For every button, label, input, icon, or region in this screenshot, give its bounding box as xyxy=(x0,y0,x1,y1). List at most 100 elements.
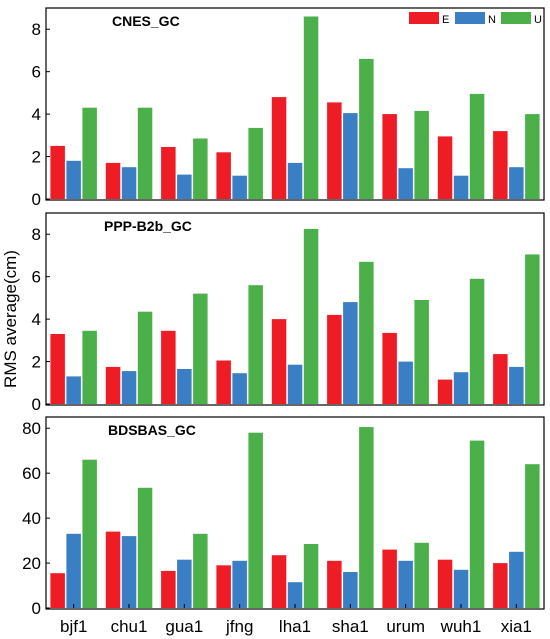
y-tick-label: 60 xyxy=(22,464,41,483)
bar-e-xia1 xyxy=(493,563,508,608)
legend-label-u: U xyxy=(534,14,542,26)
legend-label-e: E xyxy=(442,14,449,26)
bar-e-chu1 xyxy=(105,366,121,404)
bar-n-gua1 xyxy=(177,369,192,404)
bar-u-jfng xyxy=(248,127,263,199)
bar-e-wuh1 xyxy=(437,136,453,199)
bar-u-wuh1 xyxy=(469,93,485,199)
bar-n-lha1 xyxy=(287,364,303,404)
bar-e-bjf1 xyxy=(50,573,65,608)
bar-e-urum xyxy=(382,332,397,404)
bar-e-jfng xyxy=(216,565,231,608)
bar-n-wuh1 xyxy=(453,372,469,404)
y-tick-label: 4 xyxy=(32,310,41,329)
y-tick-label: 8 xyxy=(32,20,41,39)
bar-n-gua1 xyxy=(177,559,192,608)
x-tick-label-gua1: gua1 xyxy=(165,617,203,636)
bar-n-xia1 xyxy=(509,551,524,608)
y-tick-label: 8 xyxy=(32,225,41,244)
x-tick-label-chu1: chu1 xyxy=(111,617,148,636)
bar-e-chu1 xyxy=(105,162,121,199)
bar-u-wuh1 xyxy=(469,278,485,404)
bar-u-xia1 xyxy=(525,254,540,404)
bar-e-xia1 xyxy=(493,131,508,199)
panel-frame xyxy=(45,212,545,406)
bar-e-sha1 xyxy=(327,102,342,199)
bar-u-sha1 xyxy=(359,261,374,404)
legend-swatch-n xyxy=(455,12,485,24)
bar-e-lha1 xyxy=(271,555,287,608)
y-tick-label: 0 xyxy=(32,190,41,209)
y-tick-label: 20 xyxy=(22,554,41,573)
panel-ppp-b2b: PPP-B2b_GC 0 2 4 6 8 xyxy=(32,212,545,414)
x-tick-label-sha1: sha1 xyxy=(332,617,369,636)
bar-e-wuh1 xyxy=(437,379,453,404)
y-tick-label: 6 xyxy=(32,63,41,82)
bar-u-wuh1 xyxy=(469,440,485,608)
x-tick-label-bjf1: bjf1 xyxy=(60,617,87,636)
bar-u-xia1 xyxy=(525,464,540,608)
bar-n-urum xyxy=(398,361,413,404)
panel-frame xyxy=(45,7,545,201)
y-tick-label: 80 xyxy=(22,419,41,438)
x-tick-label-lha1: lha1 xyxy=(279,617,311,636)
panel-title: CNES_GC xyxy=(112,13,180,29)
y-tick-label: 0 xyxy=(32,599,41,618)
bar-n-jfng xyxy=(232,560,247,608)
bar-n-gua1 xyxy=(177,174,192,199)
bar-n-xia1 xyxy=(509,366,524,404)
bar-u-urum xyxy=(414,542,429,608)
bar-u-gua1 xyxy=(193,293,208,404)
bar-u-jfng xyxy=(248,432,263,608)
legend: E N U xyxy=(409,12,542,26)
x-tick-label-urum: urum xyxy=(386,617,425,636)
bar-e-gua1 xyxy=(161,570,176,608)
bar-n-lha1 xyxy=(287,582,303,608)
bar-n-xia1 xyxy=(509,167,524,199)
bar-u-gua1 xyxy=(193,138,208,199)
bar-u-chu1 xyxy=(137,107,153,199)
bar-u-sha1 xyxy=(359,58,374,200)
bar-e-gua1 xyxy=(161,147,176,199)
bar-u-sha1 xyxy=(359,427,374,608)
bar-n-bjf1 xyxy=(66,160,81,199)
x-axis-tick-labels: bjf1 chu1 gua1 jfng lha1 sha1 urum wuh1 xia1 xyxy=(60,604,532,636)
x-tick-label-wuh1: wuh1 xyxy=(440,617,482,636)
bar-n-chu1 xyxy=(121,167,137,199)
y-tick-label: 2 xyxy=(32,148,41,167)
bar-e-lha1 xyxy=(271,319,287,404)
bar-e-urum xyxy=(382,114,397,199)
bar-e-lha1 xyxy=(271,97,287,199)
bar-u-bjf1 xyxy=(82,107,97,199)
y-tick-label: 2 xyxy=(32,353,41,372)
y-tick-label: 6 xyxy=(32,268,41,287)
x-tick-label-jfng: jfng xyxy=(225,617,253,636)
bar-u-bjf1 xyxy=(82,459,97,608)
bar-n-jfng xyxy=(232,175,247,199)
bar-n-sha1 xyxy=(343,572,358,608)
x-tick-label-xia1: xia1 xyxy=(501,617,532,636)
legend-swatch-u xyxy=(501,12,531,24)
bar-n-lha1 xyxy=(287,162,303,199)
y-tick-label: 4 xyxy=(32,105,41,124)
bar-n-urum xyxy=(398,560,413,608)
panel-frame xyxy=(45,416,545,610)
legend-label-n: N xyxy=(488,14,496,26)
bar-e-gua1 xyxy=(161,330,176,404)
y-tick-label: 40 xyxy=(22,509,41,528)
bar-n-wuh1 xyxy=(453,569,469,608)
bar-u-bjf1 xyxy=(82,330,97,404)
panel-cnes: CNES_GC 0 2 4 6 8 xyxy=(32,7,545,209)
panel-title: PPP-B2b_GC xyxy=(104,218,192,234)
bar-e-sha1 xyxy=(327,560,342,608)
panel-title: BDSBAS_GC xyxy=(108,422,196,438)
y-axis-label: RMS average(cm) xyxy=(1,250,20,388)
bar-e-bjf1 xyxy=(50,145,65,199)
bar-u-gua1 xyxy=(193,533,208,608)
bar-u-xia1 xyxy=(525,114,540,199)
bar-u-urum xyxy=(414,110,429,199)
bar-n-wuh1 xyxy=(453,175,469,199)
bar-e-urum xyxy=(382,549,397,608)
bar-n-bjf1 xyxy=(66,533,81,608)
